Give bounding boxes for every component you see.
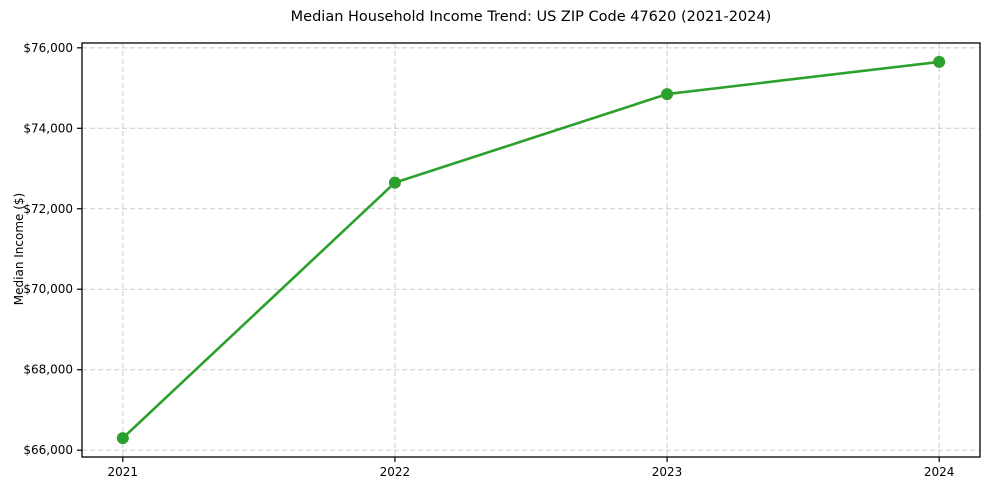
- income-trend-line: [121, 60, 941, 440]
- y-tick-label: $72,000: [23, 202, 73, 216]
- data-point-2024: [933, 55, 946, 68]
- y-tick-label: $76,000: [23, 41, 73, 55]
- y-tick-label: $66,000: [23, 443, 73, 457]
- x-tick-label: 2022: [380, 465, 411, 479]
- x-tick-label: 2024: [924, 465, 955, 479]
- y-tick-label: $74,000: [23, 121, 73, 135]
- plot-border: [81, 42, 981, 458]
- chart-title: Median Household Income Trend: US ZIP Co…: [290, 9, 772, 25]
- data-point-2023: [661, 88, 674, 101]
- y-tick-label: $70,000: [23, 282, 73, 296]
- data-point-2021: [116, 432, 129, 445]
- y-tick-label: $68,000: [23, 363, 73, 377]
- data-point-2022: [388, 176, 401, 189]
- x-tick-label: 2023: [652, 465, 683, 479]
- x-tick-label: 2021: [108, 465, 139, 479]
